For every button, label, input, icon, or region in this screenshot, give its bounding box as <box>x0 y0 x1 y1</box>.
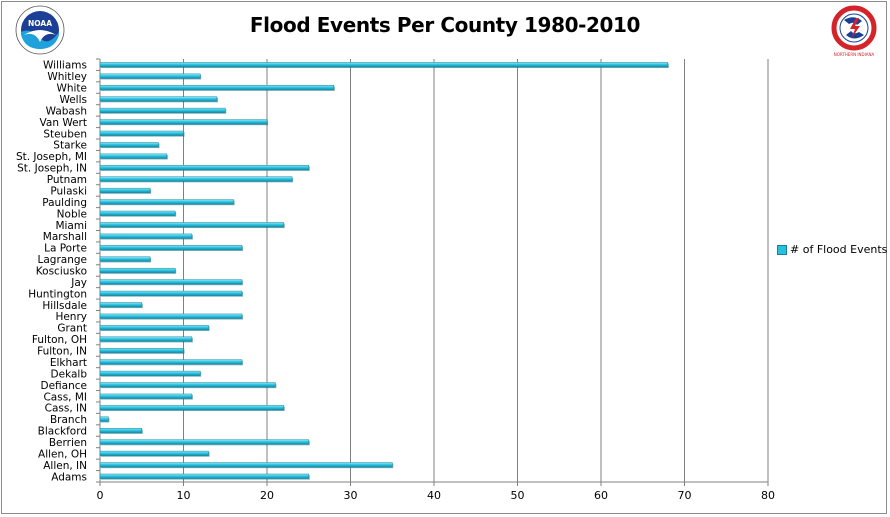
y-tick-label: Cass, MI <box>43 391 87 403</box>
y-tick-label: La Porte <box>44 243 87 255</box>
y-tick-label: Allen, IN <box>43 460 87 472</box>
y-tick-label: Allen, OH <box>38 448 87 460</box>
legend-label: # of Flood Events <box>790 243 888 256</box>
bar <box>99 176 293 182</box>
bar <box>99 153 168 159</box>
x-tick-label: 0 <box>97 489 104 502</box>
y-tick-label: Wabash <box>46 105 87 117</box>
y-tick-label: Blackford <box>38 426 87 438</box>
y-tick-label: Cass, IN <box>45 403 87 415</box>
bar <box>99 302 142 308</box>
y-tick-label: Starke <box>53 140 87 152</box>
y-tick-label: White <box>56 83 87 95</box>
y-tick-label: Steuben <box>43 128 87 140</box>
bar <box>99 96 218 102</box>
bar <box>99 119 268 125</box>
bar <box>99 382 276 388</box>
bar <box>99 428 142 434</box>
bar <box>99 279 243 285</box>
y-tick-label: Kosciusko <box>36 266 87 278</box>
x-tick-label: 30 <box>344 489 358 502</box>
x-tick-label: 70 <box>678 489 692 502</box>
bar <box>99 336 193 342</box>
y-tick-label: Lagrange <box>38 254 87 266</box>
y-tick-label: Berrien <box>49 437 87 449</box>
y-tick-label: Huntington <box>28 288 87 300</box>
bar <box>99 450 209 456</box>
bar <box>99 73 201 79</box>
bar <box>99 187 151 194</box>
chart-title: Flood Events Per County 1980-2010 <box>249 13 641 37</box>
bar <box>99 233 193 239</box>
y-tick-label: Hillsdale <box>42 300 87 312</box>
y-tick-label: Dekalb <box>51 368 88 380</box>
x-tick-label: 50 <box>511 489 525 502</box>
bar <box>99 347 184 354</box>
y-tick-label: Branch <box>50 414 87 426</box>
bar <box>99 405 284 411</box>
bar <box>99 165 309 171</box>
y-tick-label: Henry <box>55 311 87 323</box>
y-tick-label: Miami <box>55 220 87 232</box>
y-tick-label: St. Joseph, MI <box>16 151 87 163</box>
bar <box>99 267 176 274</box>
chart-legend: # of Flood Events <box>777 243 887 256</box>
y-tick-label: Fulton, OH <box>32 334 87 346</box>
nws-logo: NORTHERN INDIANA <box>831 5 877 57</box>
x-tick-label: 80 <box>761 489 775 502</box>
bar <box>99 256 151 262</box>
legend-swatch <box>777 244 787 255</box>
y-tick-label: Van Wert <box>40 117 87 129</box>
y-tick-label: Noble <box>57 208 87 220</box>
y-tick-label: Wells <box>59 94 87 106</box>
bar <box>99 107 226 113</box>
bar <box>99 416 109 422</box>
bar <box>99 199 234 205</box>
bar <box>99 393 193 399</box>
bar <box>99 62 669 68</box>
bar <box>99 142 159 148</box>
noaa-logo-text: NOAA <box>28 19 52 28</box>
y-tick-label: Fulton, IN <box>37 346 87 358</box>
y-tick-label: Pulaski <box>50 185 87 197</box>
bar <box>99 313 243 319</box>
bar <box>99 210 176 216</box>
y-tick-label: Putnam <box>47 174 87 186</box>
bar <box>99 130 184 136</box>
y-tick-label: Paulding <box>42 197 87 209</box>
bar <box>99 439 309 445</box>
bar <box>99 222 284 228</box>
y-tick-label: Jay <box>70 277 87 289</box>
y-tick-label: Adams <box>51 471 87 483</box>
bar <box>99 473 309 479</box>
bar <box>99 245 243 251</box>
y-tick-label: St. Joseph, IN <box>17 163 87 175</box>
x-tick-label: 60 <box>594 489 608 502</box>
nws-logo-subtitle: NORTHERN INDIANA <box>834 52 875 57</box>
bar <box>99 462 393 468</box>
y-tick-label: Grant <box>57 323 87 335</box>
noaa-logo: NOAA <box>15 5 65 55</box>
y-tick-label: Elkhart <box>50 357 87 369</box>
x-tick-label: 20 <box>260 489 274 502</box>
x-tick-label: 40 <box>427 489 441 502</box>
bar <box>99 370 201 376</box>
bar <box>99 359 243 365</box>
bar <box>99 325 209 331</box>
y-tick-label: Marshall <box>43 231 87 243</box>
x-tick-label: 10 <box>177 489 191 502</box>
y-tick-label: Whitley <box>47 71 87 83</box>
y-tick-label: Defiance <box>41 380 87 392</box>
bar <box>99 85 335 91</box>
bar <box>99 290 243 296</box>
y-tick-label: Williams <box>43 60 87 72</box>
